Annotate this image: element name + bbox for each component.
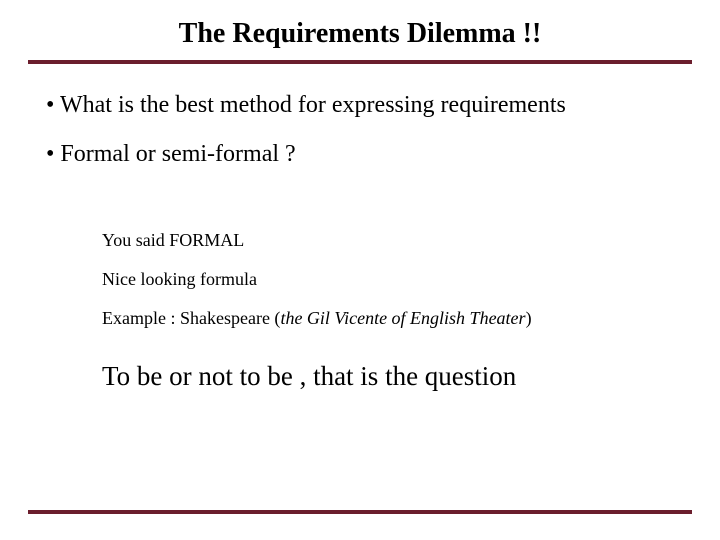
example-prefix: Example : Shakespeare ( [102,308,280,328]
slide-body: • What is the best method for expressing… [0,64,720,392]
sub-block: You said FORMAL Nice looking formula Exa… [46,190,674,329]
slide: The Requirements Dilemma !! • What is th… [0,0,720,540]
bullet-item: • Formal or semi-formal ? [46,141,674,168]
sub-line: Nice looking formula [102,269,674,290]
divider-bottom [28,510,692,514]
quote-line: To be or not to be , that is the questio… [46,347,674,392]
slide-title: The Requirements Dilemma !! [0,0,720,60]
sub-line: You said FORMAL [102,230,674,251]
bullet-item: • What is the best method for expressing… [46,92,674,119]
example-italic: the Gil Vicente of English Theater [280,308,525,328]
sub-line-example: Example : Shakespeare (the Gil Vicente o… [102,308,674,329]
example-suffix: ) [526,308,532,328]
